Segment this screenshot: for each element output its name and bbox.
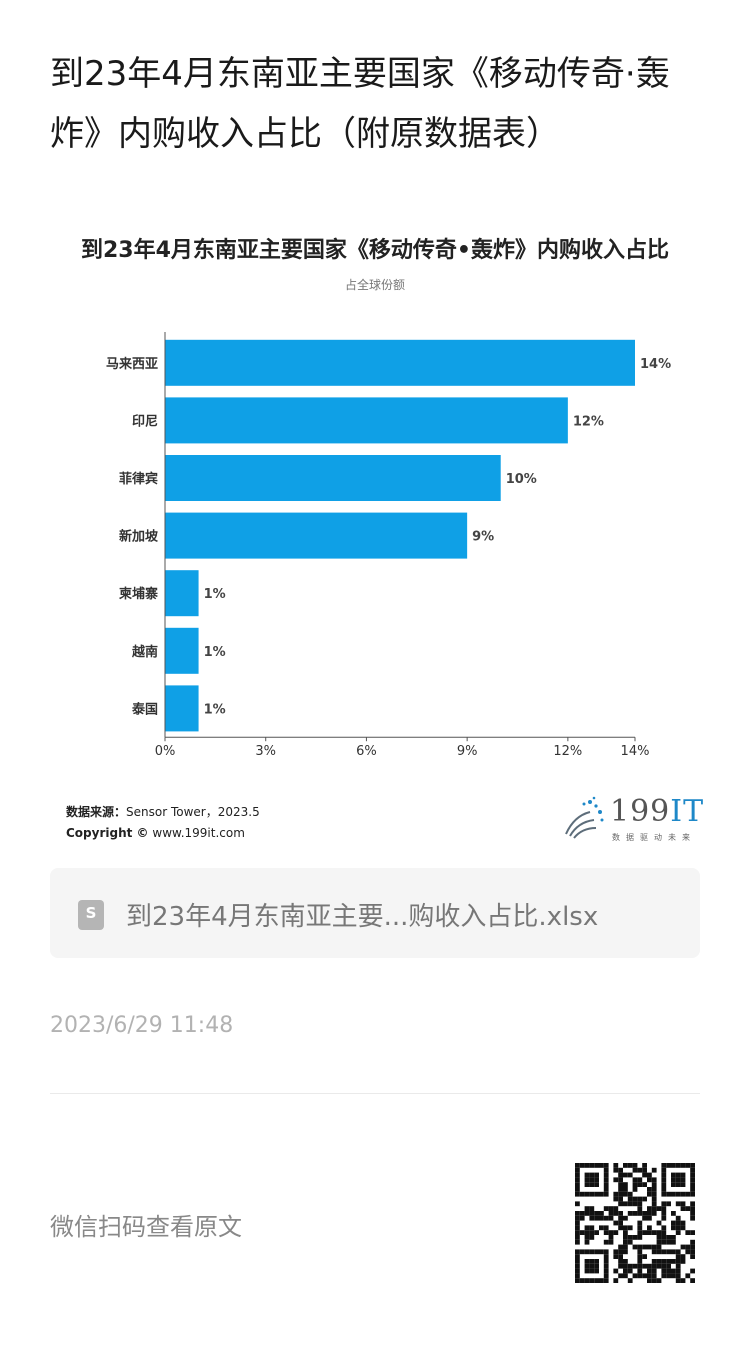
bar-6 [165,685,199,732]
publish-timestamp: 2023/6/29 11:48 [50,1013,234,1038]
category-label: 越南 [131,644,158,660]
bar-2 [165,455,501,501]
attachment-card[interactable]: S 到23年4月东南亚主要...购收入占比.xlsx [50,868,700,958]
source-value: Sensor Tower，2023.5 [126,805,260,819]
attachment-file-name[interactable]: 到23年4月东南亚主要...购收入占比.xlsx [126,902,599,932]
scan-prompt: 微信扫码查看原文 [50,1213,242,1241]
value-label: 9% [472,530,494,545]
value-label: 10% [506,472,537,487]
x-tick-label: 0% [155,744,176,759]
category-label: 菲律宾 [119,471,158,487]
copyright-value: www.199it.com [152,826,245,840]
x-tick-label: 6% [356,744,377,759]
divider [50,1093,700,1094]
x-tick-label: 3% [255,744,276,759]
x-tick-label: 14% [621,744,650,759]
dandelion-icon [565,796,604,839]
category-label: 新加坡 [119,529,159,545]
value-label: 1% [204,587,226,602]
source-label: 数据来源： [66,805,127,819]
value-label: 1% [204,645,226,660]
category-label: 泰国 [131,701,158,717]
bar-1 [165,397,568,444]
logo-tagline: 数据驱动未来 [612,833,696,842]
category-label: 柬埔寨 [119,586,158,602]
value-label: 1% [204,702,226,717]
chart-source: 数据来源：Sensor Tower，2023.5 Copyright © www… [66,802,260,844]
value-label: 14% [640,357,671,372]
logo-text: 199IT [610,794,705,829]
bar-3 [165,512,468,559]
spreadsheet-file-icon: S [78,900,104,930]
bar-4 [165,570,199,617]
x-tick-label: 12% [553,744,582,759]
x-tick-label: 9% [457,744,478,759]
bar-5 [165,627,199,674]
article-title: 到23年4月东南亚主要国家《移动传奇·轰炸》内购收入占比（附原数据表） [50,54,670,154]
category-label: 马来西亚 [106,356,158,372]
chart-title: 到23年4月东南亚主要国家《移动传奇•轰炸》内购收入占比 [81,238,669,263]
category-label: 印尼 [132,414,158,429]
qr-code-icon[interactable] [575,1163,695,1283]
chart-subtitle: 占全球份额 [344,278,405,292]
bar-chart: 马来西亚 14% 印尼 12% 菲律宾 10% 新加坡 9% 柬埔寨 1% 越南 1% 泰国 1% 0% 3%… [106,332,671,759]
bar-0 [165,339,635,386]
chart-image: 到23年4月东南亚主要国家《移动传奇•轰炸》内购收入占比 占全球份额 马来西亚 1… [40,220,710,860]
brand-logo: 199IT 数据驱动未来 [560,794,703,844]
value-label: 12% [573,414,604,429]
copyright-label: Copyright © [66,826,149,840]
